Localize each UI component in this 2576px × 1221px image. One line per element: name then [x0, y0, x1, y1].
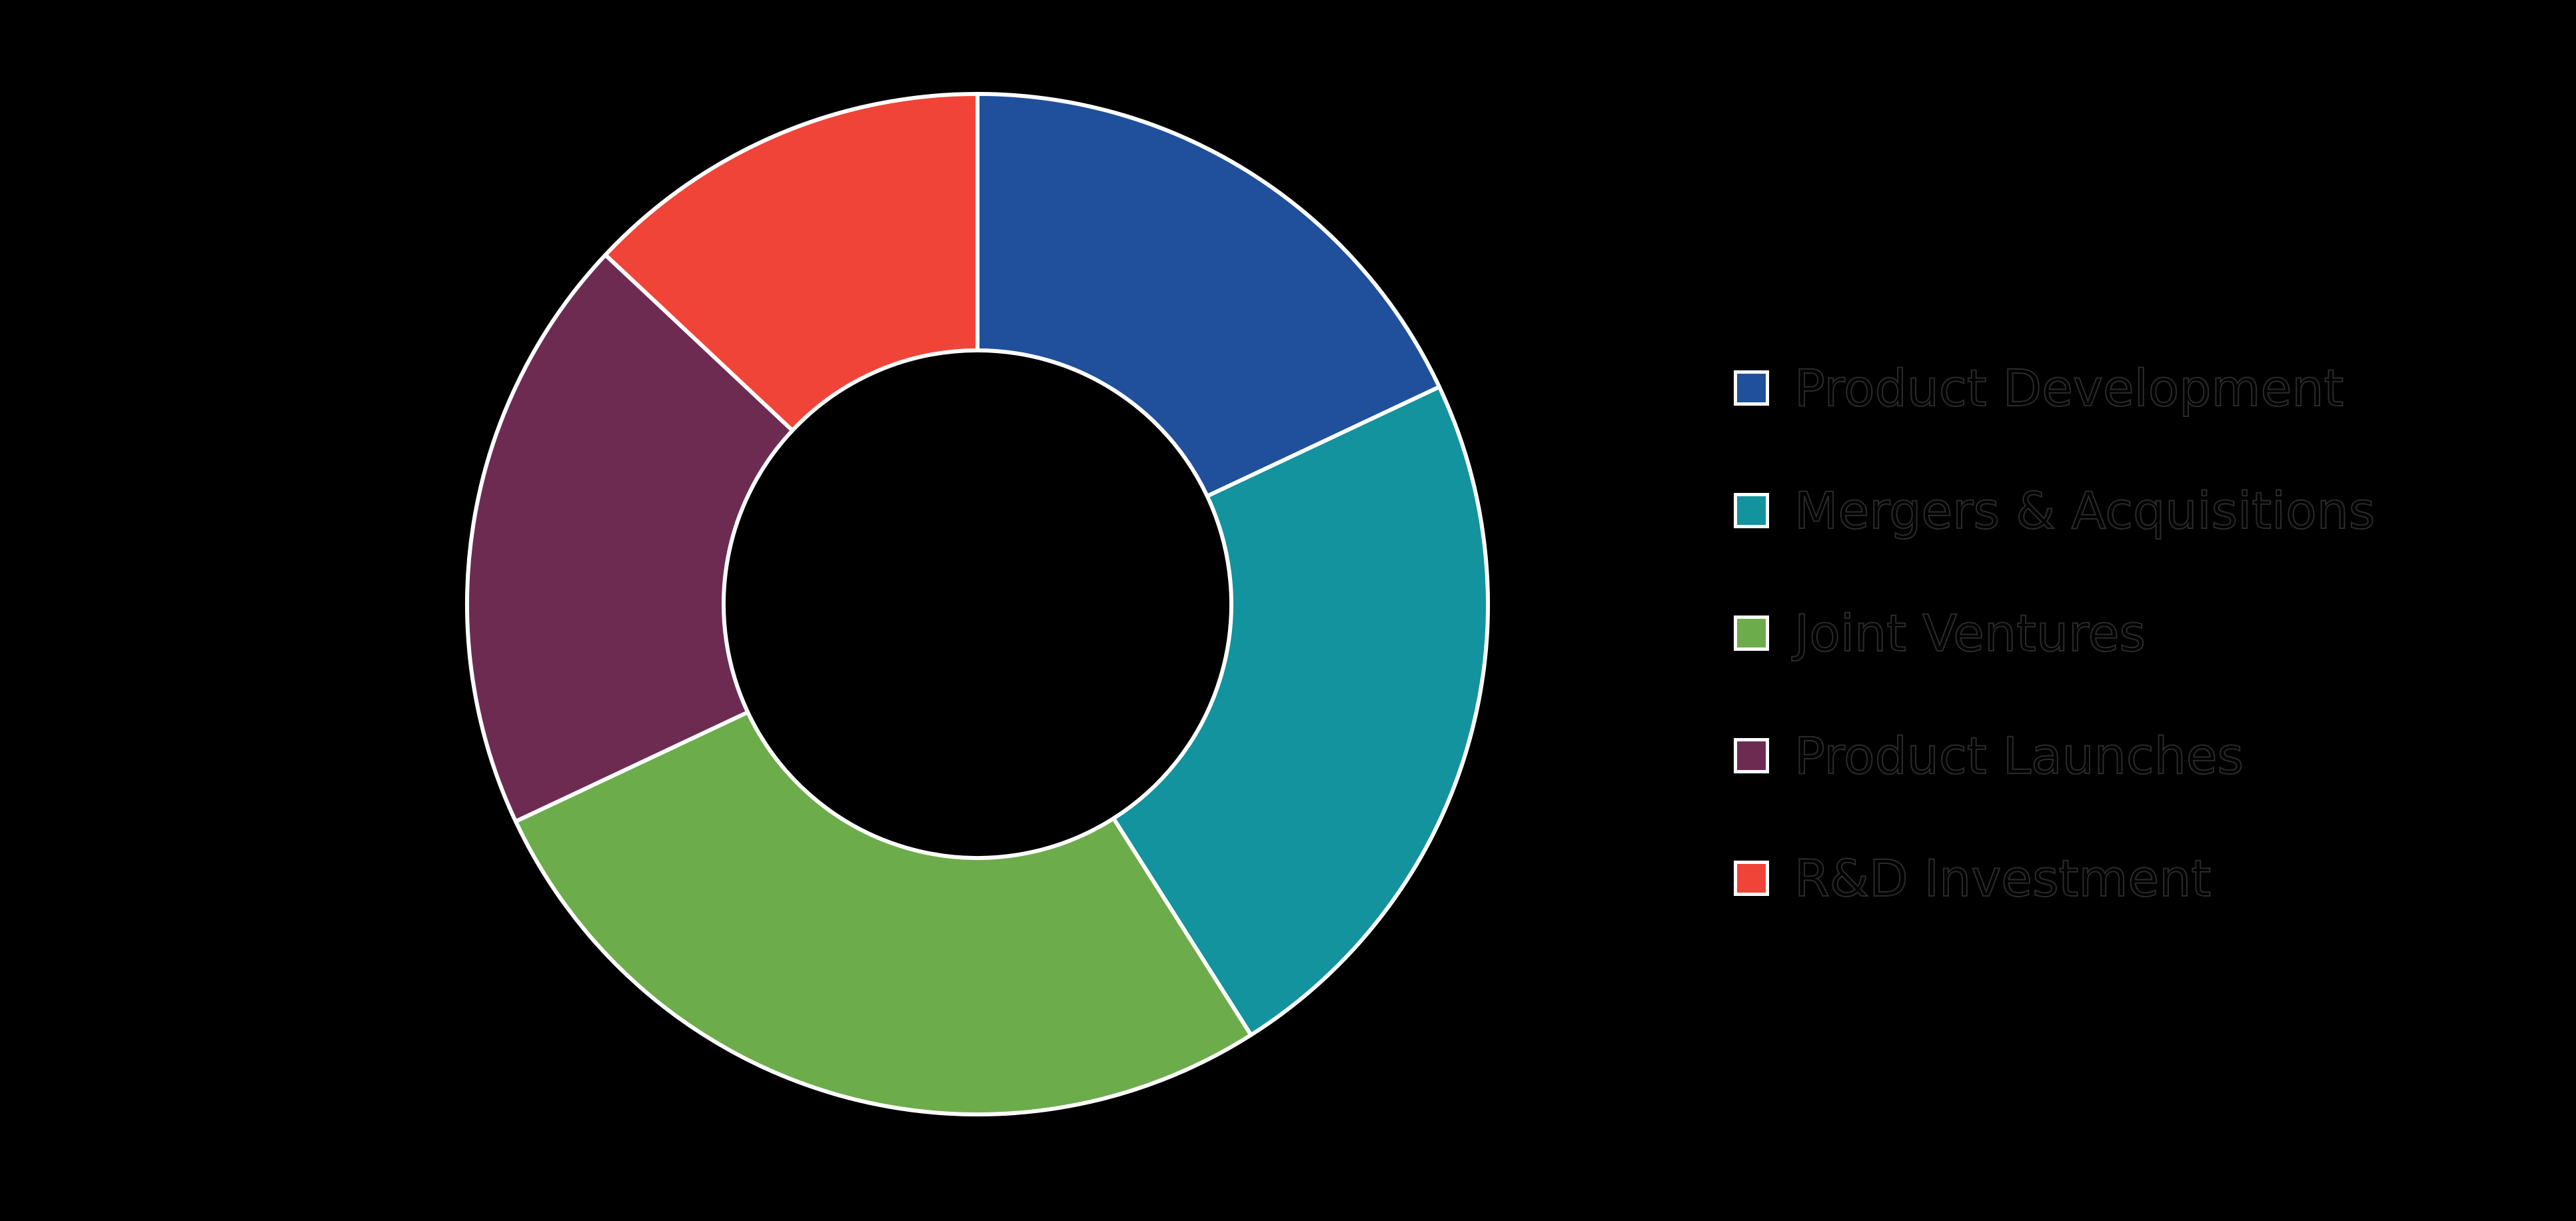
legend-item: R&D Investment: [1734, 852, 2375, 904]
chart-legend: Product Development Mergers & Acquisitio…: [1734, 362, 2376, 904]
legend-swatch-square: [1734, 493, 1769, 528]
legend-item: Product Development: [1734, 362, 2375, 414]
legend-label: Product Development: [1794, 358, 2344, 418]
donut-slice: [465, 252, 795, 824]
donut-slice: [975, 92, 1442, 498]
legend-label: R&D Investment: [1794, 848, 2212, 908]
donut-slice: [1111, 384, 1490, 1037]
legend-item: Mergers & Acquisitions: [1734, 484, 2376, 536]
legend-swatch-square: [1734, 861, 1769, 896]
legend-label: Mergers & Acquisitions: [1794, 480, 2376, 540]
legend-label: Joint Ventures: [1794, 603, 2146, 663]
legend-swatch-square: [1734, 615, 1769, 651]
legend-item: Product Launches: [1734, 729, 2375, 781]
donut-slice: [513, 710, 1253, 1117]
legend-swatch-square: [1734, 738, 1769, 773]
legend-swatch-square: [1734, 370, 1769, 406]
legend-item: Joint Ventures: [1734, 607, 2375, 659]
donut-slice: [603, 92, 979, 433]
legend-label: Product Launches: [1794, 725, 2244, 785]
